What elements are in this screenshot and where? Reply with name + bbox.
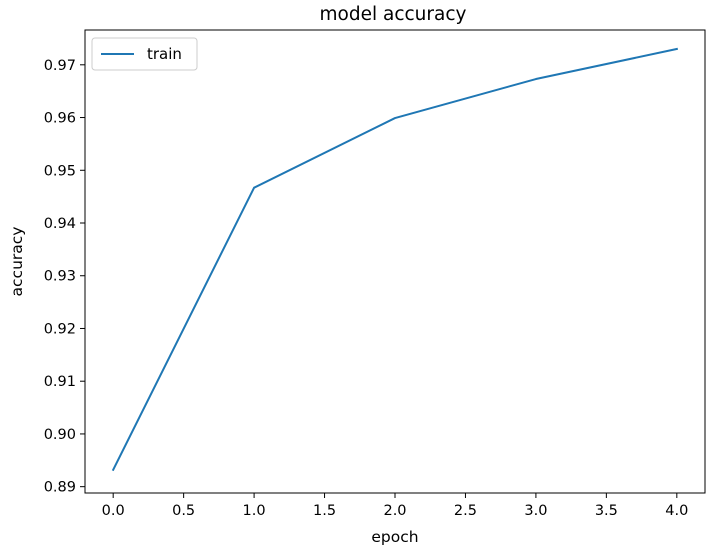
y-tick-label: 0.94 <box>44 216 76 232</box>
x-tick-label: 0.0 <box>102 503 125 519</box>
x-tick-label: 3.5 <box>595 503 618 519</box>
x-tick-label: 1.5 <box>313 503 336 519</box>
y-tick-label: 0.93 <box>44 269 76 285</box>
y-tick-label: 0.92 <box>44 321 76 337</box>
legend-label-train: train <box>147 45 182 63</box>
x-tick-label: 0.5 <box>172 503 195 519</box>
y-tick-label: 0.91 <box>44 374 76 390</box>
y-tick-label: 0.96 <box>44 111 76 127</box>
y-tick-label: 0.90 <box>44 427 76 443</box>
y-axis-label: accuracy <box>8 227 26 297</box>
series-line-train <box>111 47 679 472</box>
y-axis-ticks: 0.89 0.90 0.91 0.92 0.93 0.94 0.95 0.96 0.97 <box>44 58 85 496</box>
x-tick-label: 2.5 <box>454 503 477 519</box>
series-layer <box>111 47 679 472</box>
x-tick-label: 1.0 <box>243 503 266 519</box>
x-axis-ticks: 0.0 0.5 1.0 1.5 2.0 2.5 3.0 3.5 4.0 <box>102 493 688 519</box>
chart-title: model accuracy <box>320 4 467 25</box>
plot-frame <box>84 29 706 494</box>
legend: train <box>91 37 198 71</box>
x-axis-label: epoch <box>371 528 418 546</box>
y-tick-label: 0.89 <box>44 480 76 496</box>
x-tick-label: 4.0 <box>665 503 688 519</box>
legend-box <box>91 37 198 71</box>
y-tick-label: 0.95 <box>44 163 76 179</box>
x-tick-label: 3.0 <box>524 503 547 519</box>
y-tick-label: 0.97 <box>44 58 76 74</box>
x-tick-label: 2.0 <box>383 503 406 519</box>
